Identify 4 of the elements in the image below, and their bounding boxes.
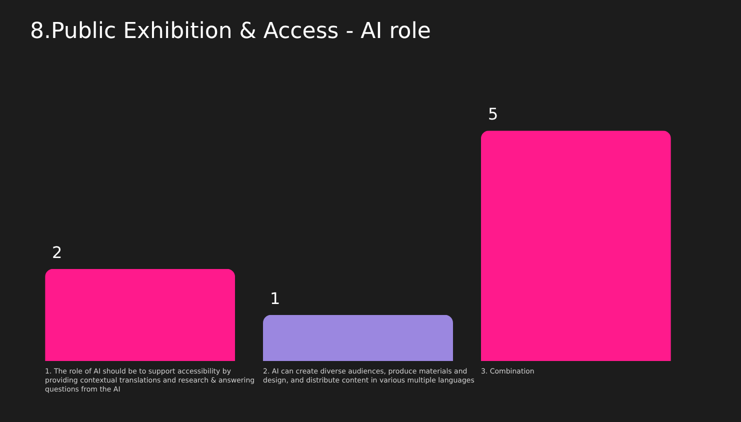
chart-title: 8.Public Exhibition & Access - AI role bbox=[30, 19, 431, 44]
data-label: 1 bbox=[270, 288, 280, 308]
data-label: 5 bbox=[488, 104, 498, 124]
data-label: 2 bbox=[52, 242, 62, 262]
